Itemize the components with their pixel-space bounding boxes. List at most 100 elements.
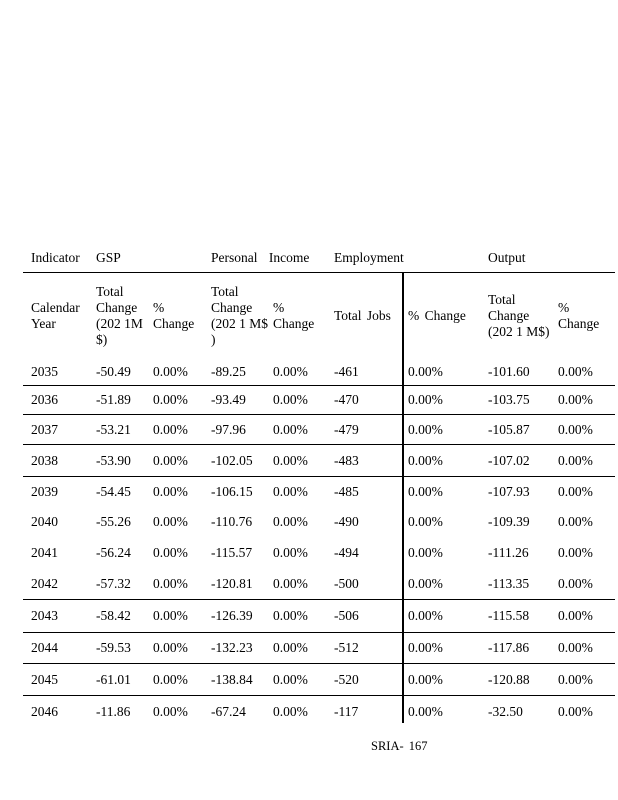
subheader-output-total-change: Total Change (202 1 M$) xyxy=(488,291,550,339)
cell-gsp-pct-change: 0.00% xyxy=(153,452,188,468)
table-row: 2044 -59.53 0.00% -132.23 0.00% -512 0.0… xyxy=(23,633,615,664)
cell-calendar-year: 2040 xyxy=(31,514,58,529)
cell-output-pct-change: 0.00% xyxy=(558,544,593,560)
cell-output-total-change: -113.35 xyxy=(488,575,530,591)
cell-gsp-pct-change: 0.00% xyxy=(153,544,188,560)
table-row: 2041 -56.24 0.00% -115.57 0.00% -494 0.0… xyxy=(23,537,615,568)
cell-output-total-change: -107.93 xyxy=(488,484,530,499)
cell-total-jobs: -117 xyxy=(334,703,359,719)
cell-output-pct-change: 0.00% xyxy=(558,421,593,437)
cell-output-total-change: -117.86 xyxy=(488,640,530,655)
cell-output-pct-change: 0.00% xyxy=(558,363,593,379)
cell-employment-pct-change: 0.00% xyxy=(408,514,443,529)
cell-gsp-pct-change: 0.00% xyxy=(153,608,188,623)
subheader-output-pct-change: % Change xyxy=(558,299,600,331)
cell-employment-pct-change: 0.00% xyxy=(408,363,443,379)
table-row: 2042 -57.32 0.00% -120.81 0.00% -500 0.0… xyxy=(23,568,615,600)
table-row: 2040 -55.26 0.00% -110.76 0.00% -490 0.0… xyxy=(23,507,615,537)
cell-calendar-year: 2044 xyxy=(31,640,58,655)
cell-gsp-pct-change: 0.00% xyxy=(153,392,188,407)
cell-pi-pct-change: 0.00% xyxy=(273,671,308,687)
table-row: 2039 -54.45 0.00% -106.15 0.00% -485 0.0… xyxy=(23,477,615,507)
cell-calendar-year: 2041 xyxy=(31,544,58,560)
cell-gsp-total-change: -55.26 xyxy=(96,514,131,529)
cell-output-pct-change: 0.00% xyxy=(558,392,593,407)
cell-total-jobs: -506 xyxy=(334,608,359,623)
cell-gsp-pct-change: 0.00% xyxy=(153,421,188,437)
cell-gsp-total-change: -58.42 xyxy=(96,608,131,623)
cell-employment-pct-change: 0.00% xyxy=(408,703,443,719)
cell-pi-total-change: -102.05 xyxy=(211,452,253,468)
cell-employment-pct-change: 0.00% xyxy=(408,421,443,437)
table-header-group-row: Indicator GSP Personal Income Employment… xyxy=(23,243,615,273)
cell-total-jobs: -470 xyxy=(334,392,359,407)
cell-gsp-pct-change: 0.00% xyxy=(153,671,188,687)
cell-employment-pct-change: 0.00% xyxy=(408,392,443,407)
cell-calendar-year: 2036 xyxy=(31,392,58,407)
cell-output-total-change: -107.02 xyxy=(488,452,530,468)
table-row: 2035 -50.49 0.00% -89.25 0.00% -461 0.00… xyxy=(23,358,615,386)
cell-employment-pct-change: 0.00% xyxy=(408,575,443,591)
cell-gsp-pct-change: 0.00% xyxy=(153,703,188,719)
cell-output-total-change: -103.75 xyxy=(488,392,530,407)
cell-pi-pct-change: 0.00% xyxy=(273,452,308,468)
cell-output-pct-change: 0.00% xyxy=(558,703,593,719)
subheader-gsp-total-change: Total Change (202 1M $) xyxy=(96,283,143,347)
table-row: 2045 -61.01 0.00% -138.84 0.00% -520 0.0… xyxy=(23,664,615,696)
cell-employment-pct-change: 0.00% xyxy=(408,640,443,655)
subheader-pi-total-change: Total Change (202 1 M$ ) xyxy=(211,283,268,347)
cell-total-jobs: -520 xyxy=(334,671,359,687)
cell-pi-pct-change: 0.00% xyxy=(273,514,308,529)
cell-calendar-year: 2037 xyxy=(31,421,58,437)
subheader-calendar-year: Calendar Year xyxy=(31,299,80,331)
cell-pi-pct-change: 0.00% xyxy=(273,484,308,499)
cell-pi-pct-change: 0.00% xyxy=(273,392,308,407)
cell-total-jobs: -479 xyxy=(334,421,359,437)
cell-pi-pct-change: 0.00% xyxy=(273,608,308,623)
cell-gsp-pct-change: 0.00% xyxy=(153,640,188,655)
table-row: 2036 -51.89 0.00% -93.49 0.00% -470 0.00… xyxy=(23,386,615,415)
cell-pi-total-change: -132.23 xyxy=(211,640,253,655)
cell-pi-pct-change: 0.00% xyxy=(273,703,308,719)
cell-total-jobs: -512 xyxy=(334,640,359,655)
cell-pi-pct-change: 0.00% xyxy=(273,363,308,379)
cell-gsp-total-change: -57.32 xyxy=(96,575,131,591)
cell-gsp-total-change: -59.53 xyxy=(96,640,131,655)
cell-gsp-pct-change: 0.00% xyxy=(153,575,188,591)
table-subheader-row: Calendar Year Total Change (202 1M $) % … xyxy=(23,273,615,358)
cell-gsp-pct-change: 0.00% xyxy=(153,363,188,379)
cell-output-total-change: -120.88 xyxy=(488,671,530,687)
table-row: 2046 -11.86 0.00% -67.24 0.00% -117 0.00… xyxy=(23,696,615,727)
column-divider-line xyxy=(402,273,404,723)
indicators-table: Indicator GSP Personal Income Employment… xyxy=(23,243,615,727)
cell-output-pct-change: 0.00% xyxy=(558,608,593,623)
table-row: 2043 -58.42 0.00% -126.39 0.00% -506 0.0… xyxy=(23,600,615,633)
cell-output-total-change: -111.26 xyxy=(488,544,529,560)
cell-total-jobs: -483 xyxy=(334,452,359,468)
subheader-gsp-pct-change: % Change xyxy=(153,299,195,331)
column-header-personal-income: Personal Income xyxy=(211,249,310,265)
cell-total-jobs: -494 xyxy=(334,544,359,560)
cell-output-total-change: -32.50 xyxy=(488,703,523,719)
cell-gsp-total-change: -50.49 xyxy=(96,363,131,379)
cell-pi-total-change: -67.24 xyxy=(211,703,246,719)
cell-employment-pct-change: 0.00% xyxy=(408,452,443,468)
cell-calendar-year: 2039 xyxy=(31,484,58,499)
cell-pi-total-change: -106.15 xyxy=(211,484,253,499)
cell-employment-pct-change: 0.00% xyxy=(408,544,443,560)
page-footer: SRIA- 167 xyxy=(371,739,428,753)
column-header-output: Output xyxy=(488,249,526,265)
cell-output-pct-change: 0.00% xyxy=(558,452,593,468)
table-body: 2035 -50.49 0.00% -89.25 0.00% -461 0.00… xyxy=(23,358,615,727)
cell-output-total-change: -101.60 xyxy=(488,363,530,379)
cell-gsp-total-change: -11.86 xyxy=(96,703,131,719)
cell-output-pct-change: 0.00% xyxy=(558,514,593,529)
cell-gsp-total-change: -53.21 xyxy=(96,421,131,437)
cell-output-total-change: -115.58 xyxy=(488,608,530,623)
cell-pi-total-change: -93.49 xyxy=(211,392,246,407)
column-header-employment: Employment xyxy=(334,249,404,265)
cell-pi-pct-change: 0.00% xyxy=(273,544,308,560)
table-row: 2037 -53.21 0.00% -97.96 0.00% -479 0.00… xyxy=(23,415,615,445)
cell-pi-total-change: -138.84 xyxy=(211,671,253,687)
